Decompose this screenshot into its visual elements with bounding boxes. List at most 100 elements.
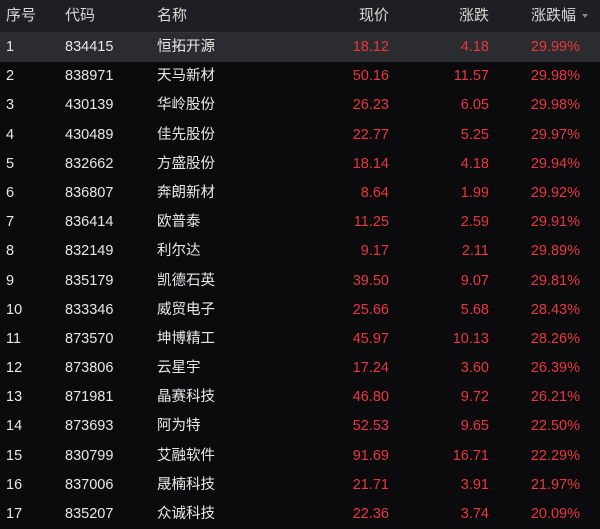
row-index: 7 <box>6 214 15 231</box>
stock-name: 天马新材 <box>157 68 215 85</box>
row-index: 1 <box>6 39 15 55</box>
table-row[interactable]: 9 835179 凯德石英 39.50 9.07 29.81% <box>0 267 600 296</box>
price-change: 16.71 <box>452 447 489 464</box>
row-index: 14 <box>6 418 23 435</box>
change-percent: 29.99% <box>530 39 580 55</box>
stock-name: 云星宇 <box>157 360 201 377</box>
row-index: 4 <box>6 126 15 143</box>
price-change: 1.99 <box>460 184 489 201</box>
header-name[interactable]: 名称 <box>157 7 188 24</box>
stock-code: 837006 <box>65 476 114 493</box>
table-row[interactable]: 17 835207 众诚科技 22.36 3.74 20.09% <box>0 500 600 529</box>
table-row[interactable]: 15 830799 艾融软件 91.69 16.71 22.29% <box>0 442 600 471</box>
price-change: 5.25 <box>460 126 489 143</box>
stock-code: 430139 <box>65 97 114 114</box>
sort-desc-icon[interactable] <box>582 14 588 18</box>
header-index[interactable]: 序号 <box>6 7 37 24</box>
price-change: 4.18 <box>460 39 489 55</box>
row-index: 8 <box>6 243 15 260</box>
stock-code: 832149 <box>65 243 114 260</box>
change-percent: 29.98% <box>530 68 580 85</box>
change-percent: 21.97% <box>530 476 580 493</box>
header-price[interactable]: 现价 <box>358 7 389 24</box>
table-row[interactable]: 6 836807 奔朗新材 8.64 1.99 29.92% <box>0 179 600 208</box>
price-change: 2.11 <box>461 243 489 260</box>
header-change[interactable]: 涨跌 <box>458 7 489 24</box>
price-change: 11.57 <box>453 68 489 85</box>
change-percent: 20.09% <box>530 506 580 522</box>
header-change-pct[interactable]: 涨跌幅 <box>530 7 576 24</box>
stock-code: 834415 <box>65 39 114 55</box>
change-percent: 29.98% <box>530 97 580 114</box>
row-index: 3 <box>6 97 15 114</box>
table-row[interactable]: 4 430489 佳先股份 22.77 5.25 29.97% <box>0 121 600 150</box>
change-percent: 26.39% <box>530 360 580 377</box>
change-percent: 29.81% <box>530 272 580 289</box>
price-change: 6.05 <box>460 97 489 114</box>
price-change: 4.18 <box>460 155 489 172</box>
table-row[interactable]: 12 873806 云星宇 17.24 3.60 26.39% <box>0 354 600 383</box>
stock-code: 835179 <box>65 272 114 289</box>
stock-code: 836414 <box>65 214 114 231</box>
table-row[interactable]: 3 430139 华岭股份 26.23 6.05 29.98% <box>0 91 600 120</box>
row-index: 9 <box>6 272 15 289</box>
current-price: 45.97 <box>352 330 389 347</box>
stock-name: 艾融软件 <box>157 447 215 464</box>
table-row[interactable]: 1 834415 恒拓开源 18.12 4.18 29.99% <box>0 33 600 63</box>
stock-name: 佳先股份 <box>157 126 215 143</box>
table-row[interactable]: 14 873693 阿为特 52.53 9.65 22.50% <box>0 412 600 441</box>
current-price: 25.66 <box>352 301 389 318</box>
price-change: 10.13 <box>452 330 489 347</box>
stock-name: 威贸电子 <box>157 301 215 318</box>
table-row[interactable]: 11 873570 坤博精工 45.97 10.13 28.26% <box>0 325 600 354</box>
current-price: 18.12 <box>352 39 389 55</box>
table-row[interactable]: 8 832149 利尔达 9.17 2.11 29.89% <box>0 237 600 266</box>
stock-name: 阿为特 <box>157 418 201 435</box>
stock-name: 晟楠科技 <box>157 476 215 493</box>
change-percent: 28.43% <box>530 301 580 318</box>
current-price: 21.71 <box>352 476 389 493</box>
row-index: 5 <box>6 155 15 172</box>
stock-code: 873693 <box>65 418 114 435</box>
table-row[interactable]: 16 837006 晟楠科技 21.71 3.91 21.97% <box>0 471 600 500</box>
change-percent: 29.89% <box>530 243 580 260</box>
stock-name: 华岭股份 <box>157 97 215 114</box>
row-index: 17 <box>6 506 23 522</box>
price-change: 3.60 <box>460 360 489 377</box>
change-percent: 29.94% <box>530 155 580 172</box>
price-change: 9.07 <box>460 272 489 289</box>
current-price: 17.24 <box>352 360 389 377</box>
current-price: 8.64 <box>360 184 389 201</box>
current-price: 18.14 <box>352 155 389 172</box>
current-price: 22.77 <box>352 126 389 143</box>
stock-code: 836807 <box>65 184 114 201</box>
row-index: 16 <box>6 476 23 493</box>
row-index: 11 <box>6 330 22 347</box>
stock-code: 833346 <box>65 301 114 318</box>
table-row[interactable]: 7 836414 欧普泰 11.25 2.59 29.91% <box>0 208 600 237</box>
stock-name: 欧普泰 <box>157 214 201 231</box>
price-change: 9.72 <box>460 389 489 406</box>
price-change: 3.91 <box>460 476 489 493</box>
stock-code: 835207 <box>65 506 114 522</box>
change-percent: 22.50% <box>530 418 580 435</box>
row-index: 10 <box>6 301 23 318</box>
stock-name: 方盛股份 <box>157 155 215 172</box>
current-price: 50.16 <box>352 68 389 85</box>
stock-code: 873806 <box>65 360 114 377</box>
row-index: 15 <box>6 447 23 464</box>
table-row[interactable]: 5 832662 方盛股份 18.14 4.18 29.94% <box>0 150 600 179</box>
change-percent: 22.29% <box>530 447 580 464</box>
header-code[interactable]: 代码 <box>65 7 96 24</box>
current-price: 46.80 <box>352 389 389 406</box>
stock-code: 873570 <box>65 330 114 347</box>
table-row[interactable]: 13 871981 晶赛科技 46.80 9.72 26.21% <box>0 383 600 412</box>
row-index: 6 <box>6 184 15 201</box>
stock-code: 830799 <box>65 447 114 464</box>
price-change: 9.65 <box>460 418 489 435</box>
table-row[interactable]: 2 838971 天马新材 50.16 11.57 29.98% <box>0 62 600 91</box>
stock-code: 871981 <box>65 389 114 406</box>
table-row[interactable]: 10 833346 威贸电子 25.66 5.68 28.43% <box>0 296 600 325</box>
row-index: 12 <box>6 360 23 377</box>
current-price: 11.25 <box>353 214 389 231</box>
